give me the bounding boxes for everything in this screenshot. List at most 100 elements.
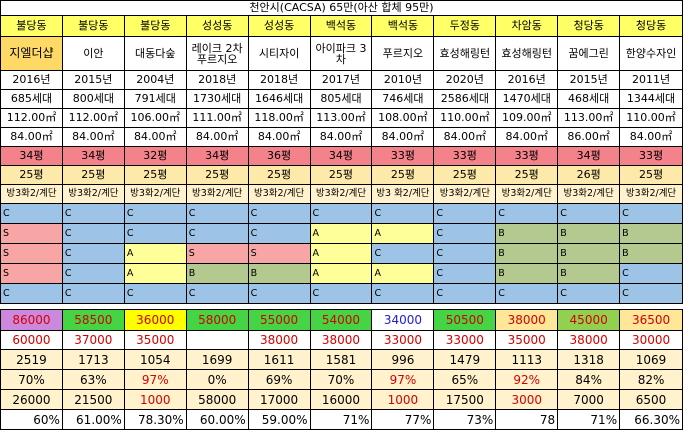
household-count-cell[interactable]: 805세대 <box>309 89 373 109</box>
jeonse-ratio-cell[interactable]: 97% <box>123 369 187 390</box>
household-count-cell[interactable]: 800세대 <box>61 89 125 109</box>
exclusive-pyeong-cell[interactable]: 25평 <box>123 165 187 185</box>
gap-amount-cell[interactable]: 1000 <box>123 389 187 410</box>
rating-5-cell[interactable]: C <box>61 283 125 304</box>
supply-area-cell[interactable]: 110.00㎡ <box>433 108 497 128</box>
rating-2-cell[interactable]: S <box>0 223 63 244</box>
household-count-cell[interactable]: 746세대 <box>371 89 435 109</box>
built-year-cell[interactable]: 2016년 <box>0 70 63 90</box>
rating-4-cell[interactable]: A <box>371 263 435 284</box>
jeonse-price-cell[interactable]: 37000 <box>61 330 125 350</box>
rating-2-cell[interactable]: A <box>309 223 373 244</box>
price-per-pyeong-cell[interactable]: 1318 <box>557 349 621 370</box>
supply-area-cell[interactable]: 112.00㎡ <box>0 108 63 128</box>
price-per-pyeong-cell[interactable]: 1611 <box>247 349 311 370</box>
jeonse-price-cell[interactable]: 35000 <box>123 330 187 350</box>
sale-price-cell[interactable]: 86000 <box>0 309 63 331</box>
built-year-cell[interactable]: 2015년 <box>61 70 125 90</box>
room-layout-cell[interactable]: 방3화2/계단 <box>619 184 683 204</box>
gap-amount-cell[interactable]: 58000 <box>185 389 249 410</box>
supply-area-cell[interactable]: 110.00㎡ <box>619 108 683 128</box>
rating-2-cell[interactable]: C <box>123 223 187 244</box>
price-per-pyeong-cell[interactable]: 1581 <box>309 349 373 370</box>
gap-amount-cell[interactable]: 3000 <box>495 389 559 410</box>
sale-price-cell[interactable]: 58500 <box>61 309 125 331</box>
gap-amount-cell[interactable]: 17000 <box>247 389 311 410</box>
rating-4-cell[interactable]: B <box>557 263 621 284</box>
rating-5-cell[interactable]: C <box>0 283 63 304</box>
room-layout-cell[interactable]: 방3화2/계단 <box>0 184 63 204</box>
exclusive-area-cell[interactable]: 84.00㎡ <box>433 127 497 147</box>
dong-cell[interactable]: 불당동 <box>61 15 125 37</box>
price-per-pyeong-cell[interactable]: 2519 <box>0 349 63 370</box>
supply-pyeong-cell[interactable]: 34평 <box>309 146 373 166</box>
exclusive-pyeong-cell[interactable]: 25평 <box>433 165 497 185</box>
household-count-cell[interactable]: 1646세대 <box>247 89 311 109</box>
rating-4-cell[interactable]: S <box>0 263 63 284</box>
dong-cell[interactable]: 성성동 <box>185 15 249 37</box>
room-layout-cell[interactable]: 방3화2/계단 <box>123 184 187 204</box>
household-count-cell[interactable]: 791세대 <box>123 89 187 109</box>
rating-3-cell[interactable]: B <box>557 243 621 264</box>
jeonse-ratio-cell[interactable]: 63% <box>61 369 125 390</box>
jeonse-ratio-cell[interactable]: 84% <box>557 369 621 390</box>
rating-3-cell[interactable]: A <box>123 243 187 264</box>
rating-4-cell[interactable]: A <box>123 263 187 284</box>
jeonse-price-cell[interactable]: 38000 <box>247 330 311 350</box>
volume-rate-cell[interactable]: 59.00% <box>247 409 311 430</box>
rating-1-cell[interactable]: C <box>371 203 435 224</box>
rating-3-cell[interactable]: C <box>433 243 497 264</box>
rating-2-cell[interactable]: A <box>371 223 435 244</box>
rating-2-cell[interactable]: B <box>619 223 683 244</box>
rating-4-cell[interactable]: B <box>247 263 311 284</box>
room-layout-cell[interactable]: 방3화2/계단 <box>247 184 311 204</box>
household-count-cell[interactable]: 1470세대 <box>495 89 559 109</box>
supply-area-cell[interactable]: 111.00㎡ <box>185 108 249 128</box>
exclusive-area-cell[interactable]: 84.00㎡ <box>123 127 187 147</box>
supply-pyeong-cell[interactable]: 34평 <box>61 146 125 166</box>
rating-5-cell[interactable]: C <box>123 283 187 304</box>
rating-1-cell[interactable]: C <box>433 203 497 224</box>
sale-price-cell[interactable]: 45000 <box>557 309 621 331</box>
price-per-pyeong-cell[interactable]: 996 <box>371 349 435 370</box>
rating-4-cell[interactable]: C <box>433 263 497 284</box>
rating-1-cell[interactable]: C <box>495 203 559 224</box>
jeonse-price-cell[interactable]: 38000 <box>309 330 373 350</box>
supply-pyeong-cell[interactable]: 32평 <box>123 146 187 166</box>
jeonse-price-cell[interactable]: 35000 <box>495 330 559 350</box>
apartment-name-cell[interactable]: 효성해링턴 <box>495 36 559 71</box>
sale-price-cell[interactable]: 38000 <box>495 309 559 331</box>
rating-3-cell[interactable]: C <box>61 243 125 264</box>
dong-cell[interactable]: 백석동 <box>309 15 373 37</box>
apartment-name-cell[interactable]: 지엘더샵 <box>0 36 63 71</box>
supply-area-cell[interactable]: 112.00㎡ <box>61 108 125 128</box>
sale-price-cell[interactable]: 36500 <box>619 309 683 331</box>
supply-area-cell[interactable]: 108.00㎡ <box>371 108 435 128</box>
room-layout-cell[interactable]: 방3화2/계단 <box>309 184 373 204</box>
rating-5-cell[interactable]: C <box>371 283 435 304</box>
apartment-name-cell[interactable]: 대동다숲 <box>123 36 187 71</box>
supply-area-cell[interactable]: 109.00㎡ <box>495 108 559 128</box>
rating-5-cell[interactable]: C <box>185 283 249 304</box>
dong-cell[interactable]: 차암동 <box>495 15 559 37</box>
rating-3-cell[interactable]: S <box>185 243 249 264</box>
exclusive-pyeong-cell[interactable]: 25평 <box>247 165 311 185</box>
supply-pyeong-cell[interactable]: 34평 <box>0 146 63 166</box>
supply-pyeong-cell[interactable]: 34평 <box>185 146 249 166</box>
rating-3-cell[interactable]: S <box>0 243 63 264</box>
dong-cell[interactable]: 청당동 <box>557 15 621 37</box>
sale-price-cell[interactable]: 55000 <box>247 309 311 331</box>
rating-4-cell[interactable]: A <box>309 263 373 284</box>
sheet-title-cell[interactable]: 천안시(CACSA) 65만(아산 합체 95만) <box>0 0 683 16</box>
rating-1-cell[interactable]: C <box>619 203 683 224</box>
gap-amount-cell[interactable]: 17500 <box>433 389 497 410</box>
room-layout-cell[interactable]: 방3화2/계단 <box>185 184 249 204</box>
rating-5-cell[interactable]: C <box>433 283 497 304</box>
dong-cell[interactable]: 불당동 <box>123 15 187 37</box>
exclusive-area-cell[interactable]: 84.00㎡ <box>619 127 683 147</box>
jeonse-ratio-cell[interactable]: 92% <box>495 369 559 390</box>
sale-price-cell[interactable]: 34000 <box>371 309 435 331</box>
gap-amount-cell[interactable]: 21500 <box>61 389 125 410</box>
dong-cell[interactable]: 불당동 <box>0 15 63 37</box>
sale-price-cell[interactable]: 50500 <box>433 309 497 331</box>
